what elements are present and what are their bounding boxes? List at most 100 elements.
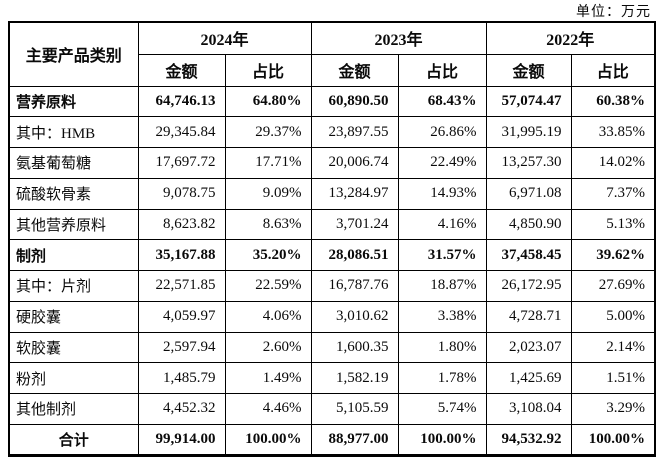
- ratio-cell: 18.87%: [397, 270, 487, 302]
- table-row: 其他营养原料 8,623.82 8.63% 3,701.24 4.16% 4,850.90…: [8, 208, 656, 241]
- amount-cell: 99,914.00: [137, 423, 226, 456]
- ratio-cell: 100.00%: [224, 423, 312, 456]
- ratio-cell: 1.80%: [397, 331, 487, 364]
- amount-cell: 60,890.50: [310, 85, 399, 118]
- ratio-cell: 29.37%: [224, 116, 312, 148]
- ratio-cell: 4.46%: [224, 393, 312, 425]
- row-label: 软胶囊: [8, 331, 139, 364]
- ratio-cell: 5.00%: [570, 300, 656, 333]
- amount-cell: 20,006.74: [310, 147, 399, 179]
- ratio-cell: 7.37%: [570, 177, 656, 210]
- ratio-cell: 9.09%: [224, 177, 312, 210]
- ratio-cell: 35.20%: [224, 239, 312, 271]
- ratio-cell: 68.43%: [397, 85, 487, 118]
- amount-cell: 4,850.90: [485, 208, 572, 241]
- amount-cell: 57,074.47: [485, 85, 572, 118]
- amount-cell: 3,701.24: [310, 208, 399, 241]
- header-year-2023: 2023年: [310, 21, 487, 55]
- row-label: 粉剂: [8, 362, 139, 394]
- amount-cell: 17,697.72: [137, 147, 226, 179]
- amount-cell: 1,600.35: [310, 331, 399, 364]
- ratio-cell: 14.93%: [397, 177, 487, 210]
- amount-cell: 13,284.97: [310, 177, 399, 210]
- row-label: 其他营养原料: [8, 208, 139, 241]
- row-label: 其中：HMB: [8, 116, 139, 148]
- header-year-row: 主要产品类别 2024年 2023年 2022年: [8, 21, 656, 87]
- row-label: 合计: [8, 423, 139, 456]
- ratio-cell: 26.86%: [397, 116, 487, 148]
- ratio-cell: 64.80%: [224, 85, 312, 118]
- row-label: 营养原料: [8, 85, 139, 118]
- header-ratio: 占比: [570, 53, 656, 87]
- row-label: 制剂: [8, 239, 139, 271]
- ratio-cell: 4.16%: [397, 208, 487, 241]
- header-subrow: 金额 占比 金额 占比 金额 占比: [9, 53, 656, 87]
- table-row: 制剂 35,167.88 35.20% 28,086.51 31.57% 37,458.4…: [8, 239, 656, 271]
- ratio-cell: 39.62%: [570, 239, 656, 271]
- ratio-cell: 4.06%: [224, 300, 312, 333]
- ratio-cell: 14.02%: [570, 147, 656, 179]
- amount-cell: 1,485.79: [137, 362, 226, 394]
- ratio-cell: 100.00%: [397, 423, 487, 456]
- row-label: 其中：片剂: [8, 270, 139, 302]
- header-amount: 金额: [485, 53, 572, 87]
- amount-cell: 37,458.45: [485, 239, 572, 271]
- table-row: 其中：HMB 29,345.84 29.37% 23,897.55 26.86% 31,9…: [8, 116, 656, 148]
- amount-cell: 22,571.85: [137, 270, 226, 302]
- table-body: 营养原料 64,746.13 64.80% 60,890.50 68.43% 57,074…: [8, 85, 656, 456]
- amount-cell: 88,977.00: [310, 423, 399, 456]
- header-amount: 金额: [310, 53, 399, 87]
- table-row: 其中：片剂 22,571.85 22.59% 16,787.76 18.87% 26,17…: [8, 270, 656, 302]
- ratio-cell: 17.71%: [224, 147, 312, 179]
- amount-cell: 2,023.07: [485, 331, 572, 364]
- table-row: 硫酸软骨素 9,078.75 9.09% 13,284.97 14.93% 6,971.0…: [8, 177, 656, 210]
- header-ratio: 占比: [397, 53, 487, 87]
- ratio-cell: 100.00%: [570, 423, 656, 456]
- header-year-2022: 2022年: [485, 21, 656, 55]
- product-category-table: 主要产品类别 2024年 2023年 2022年 金额 占比 金额 占比 金额 占比 营养…: [8, 21, 657, 457]
- amount-cell: 5,105.59: [310, 393, 399, 425]
- header-year-2024: 2024年: [137, 21, 312, 55]
- amount-cell: 23,897.55: [310, 116, 399, 148]
- ratio-cell: 1.51%: [570, 362, 656, 394]
- ratio-cell: 5.13%: [570, 208, 656, 241]
- amount-cell: 4,059.97: [137, 300, 226, 333]
- amount-cell: 4,452.32: [137, 393, 226, 425]
- amount-cell: 64,746.13: [137, 85, 226, 118]
- table-row: 硬胶囊 4,059.97 4.06% 3,010.62 3.38% 4,728.71 5.0…: [8, 300, 656, 333]
- amount-cell: 1,425.69: [485, 362, 572, 394]
- amount-cell: 4,728.71: [485, 300, 572, 333]
- amount-cell: 35,167.88: [137, 239, 226, 271]
- ratio-cell: 8.63%: [224, 208, 312, 241]
- ratio-cell: 22.59%: [224, 270, 312, 302]
- ratio-cell: 22.49%: [397, 147, 487, 179]
- amount-cell: 3,108.04: [485, 393, 572, 425]
- ratio-cell: 2.14%: [570, 331, 656, 364]
- table-row: 合计 99,914.00 100.00% 88,977.00 100.00% 94,532…: [8, 423, 656, 456]
- amount-cell: 94,532.92: [485, 423, 572, 456]
- header-category: 主要产品类别: [8, 21, 139, 87]
- table-row: 营养原料 64,746.13 64.80% 60,890.50 68.43% 57,074…: [8, 85, 656, 118]
- row-label: 其他制剂: [8, 393, 139, 425]
- table-row: 粉剂 1,485.79 1.49% 1,582.19 1.78% 1,425.69 1.51…: [8, 362, 656, 394]
- ratio-cell: 5.74%: [397, 393, 487, 425]
- header-amount: 金额: [137, 53, 226, 87]
- ratio-cell: 1.49%: [224, 362, 312, 394]
- amount-cell: 13,257.30: [485, 147, 572, 179]
- table-header: 主要产品类别 2024年 2023年 2022年 金额 占比 金额 占比 金额 占比: [8, 21, 656, 87]
- ratio-cell: 2.60%: [224, 331, 312, 364]
- table-row: 其他制剂 4,452.32 4.46% 5,105.59 5.74% 3,108.04 3.…: [8, 393, 656, 425]
- amount-cell: 3,010.62: [310, 300, 399, 333]
- amount-cell: 9,078.75: [137, 177, 226, 210]
- table-row: 氨基葡萄糖 17,697.72 17.71% 20,006.74 22.49% 13,25…: [8, 147, 656, 179]
- amount-cell: 8,623.82: [137, 208, 226, 241]
- amount-cell: 29,345.84: [137, 116, 226, 148]
- ratio-cell: 31.57%: [397, 239, 487, 271]
- ratio-cell: 33.85%: [570, 116, 656, 148]
- amount-cell: 16,787.76: [310, 270, 399, 302]
- ratio-cell: 27.69%: [570, 270, 656, 302]
- ratio-cell: 1.78%: [397, 362, 487, 394]
- unit-label: 单位：万元: [576, 5, 651, 20]
- ratio-cell: 60.38%: [570, 85, 656, 118]
- ratio-cell: 3.29%: [570, 393, 656, 425]
